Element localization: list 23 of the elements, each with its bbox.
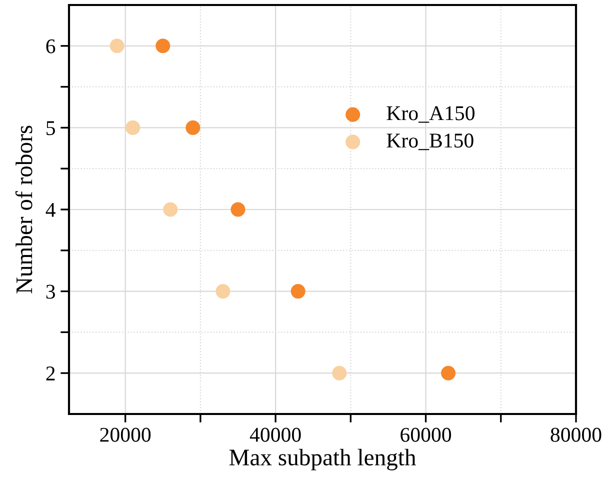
x-tick-label: 60000 (400, 428, 452, 442)
y-tick-label: 2 (46, 366, 55, 380)
x-tick-label: 80000 (550, 428, 602, 442)
point (230, 202, 246, 217)
y-tick-label: 5 (46, 121, 55, 136)
x-tick-label: 20000 (100, 428, 151, 442)
point (290, 284, 306, 299)
y-tick-label: 6 (46, 39, 56, 54)
point (186, 120, 200, 135)
legend-label: Kro_B150 (386, 134, 474, 150)
y-tick-label: 4 (46, 203, 56, 217)
y-axis-title: Number of robors (15, 126, 32, 294)
x-axis-title: Max subpath length (229, 448, 416, 470)
y-tick-label: 3 (46, 284, 55, 299)
x-tick-label: 40000 (250, 428, 301, 442)
point (332, 366, 347, 380)
point (110, 38, 124, 54)
point (126, 120, 140, 135)
point (156, 38, 170, 54)
point (441, 366, 456, 380)
point (163, 202, 178, 217)
legend-label: Kro_A150 (386, 106, 474, 123)
point (216, 284, 230, 299)
